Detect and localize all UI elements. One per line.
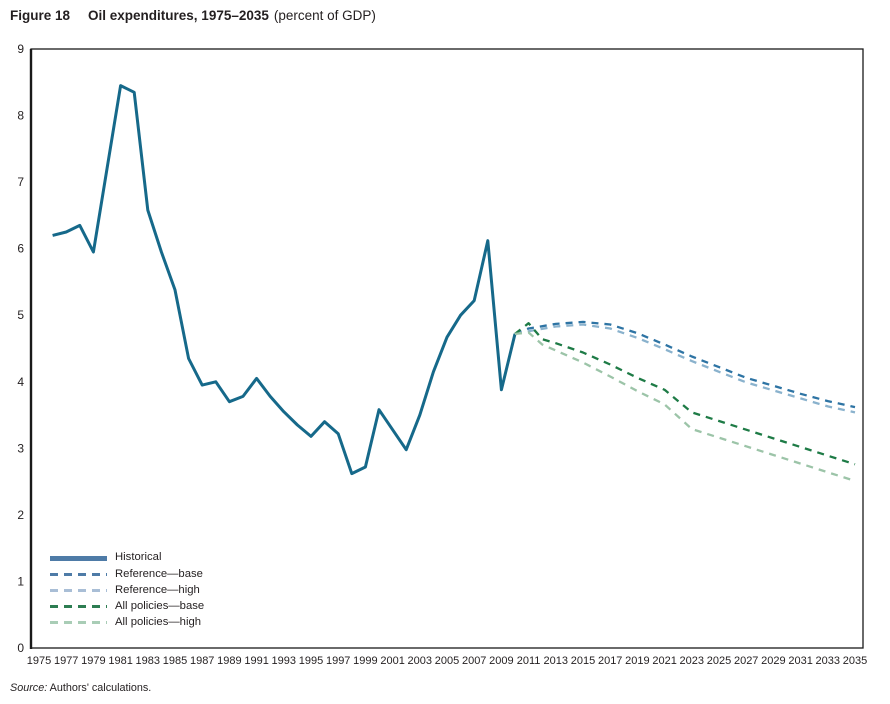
legend-label: Reference—base bbox=[115, 567, 203, 580]
x-axis-labels: 1975 1977 1979 1981 1983 1985 1987 1989 1991 1993… bbox=[27, 655, 867, 667]
x-tick-label: 2025 bbox=[707, 655, 731, 667]
legend-item-historical: Historical bbox=[50, 550, 204, 566]
x-tick-label: 1991 bbox=[244, 655, 268, 667]
series-historical-line bbox=[52, 84, 517, 476]
y-tick-label: 7 bbox=[17, 175, 24, 189]
x-tick-label: 2035 bbox=[843, 655, 867, 667]
figure-subtitle: (percent of GDP) bbox=[273, 8, 376, 23]
x-tick-label: 2009 bbox=[489, 655, 513, 667]
x-tick-label: 2001 bbox=[380, 655, 404, 667]
x-tick-label: 1981 bbox=[108, 655, 132, 667]
x-tick-label: 1997 bbox=[326, 655, 350, 667]
legend-label: All policies—high bbox=[115, 616, 202, 629]
x-tick-label: 2013 bbox=[544, 655, 568, 667]
legend-item-all-policies-base: All policies—base bbox=[50, 599, 204, 615]
legend-item-all-policies-high: All policies—high bbox=[50, 615, 204, 631]
source-prefix: Source: bbox=[10, 682, 48, 694]
x-tick-label: 2003 bbox=[408, 655, 432, 667]
source-text: Authors' calculations. bbox=[47, 682, 152, 694]
y-axis-labels: 0 1 2 3 4 5 6 7 8 9 bbox=[17, 42, 24, 655]
x-tick-label: 1985 bbox=[163, 655, 187, 667]
figure-number: Figure 18 bbox=[10, 8, 71, 23]
x-tick-label: 2027 bbox=[734, 655, 758, 667]
x-tick-label: 2023 bbox=[680, 655, 704, 667]
figure-title: Figure 18 Oil expenditures, 1975–2035 (per… bbox=[10, 8, 376, 23]
y-tick-label: 0 bbox=[17, 641, 24, 655]
legend-label: All policies—base bbox=[115, 600, 205, 612]
x-tick-label: 2011 bbox=[517, 655, 541, 667]
y-tick-label: 4 bbox=[17, 375, 24, 389]
x-tick-label: 2019 bbox=[625, 655, 649, 667]
legend-swatch-all-policies-high bbox=[50, 621, 107, 625]
x-tick-label: 2031 bbox=[788, 655, 812, 667]
x-tick-label: 1983 bbox=[136, 655, 160, 667]
x-tick-label: 1975 bbox=[27, 655, 51, 667]
x-tick-label: 2007 bbox=[462, 655, 486, 667]
y-tick-label: 8 bbox=[17, 109, 24, 123]
x-tick-label: 1989 bbox=[217, 655, 241, 667]
legend-swatch-historical bbox=[50, 555, 107, 561]
x-tick-label: 1977 bbox=[54, 655, 78, 667]
figure-title-text: Oil expenditures, 1975–2035 bbox=[88, 8, 269, 23]
x-tick-label: 2021 bbox=[652, 655, 676, 667]
x-tick-label: 2033 bbox=[816, 655, 840, 667]
x-tick-label: 2029 bbox=[761, 655, 785, 667]
legend-label: Reference—high bbox=[115, 583, 200, 596]
source-note: Source: Authors' calculations. bbox=[10, 682, 151, 694]
legend-label: Historical bbox=[115, 551, 162, 564]
x-tick-label: 1999 bbox=[353, 655, 377, 667]
x-tick-label: 1987 bbox=[190, 655, 214, 667]
x-tick-label: 2015 bbox=[571, 655, 595, 667]
y-tick-label: 9 bbox=[17, 42, 24, 56]
x-tick-label: 1995 bbox=[299, 655, 323, 667]
legend-swatch-all-policies-base bbox=[50, 605, 107, 609]
y-tick-label: 2 bbox=[17, 508, 24, 522]
legend-swatch-reference-high bbox=[50, 588, 107, 592]
series-reference-high-line bbox=[514, 323, 856, 414]
y-tick-label: 6 bbox=[17, 242, 24, 256]
legend-swatch-reference-base bbox=[50, 572, 107, 576]
y-tick-label: 5 bbox=[17, 308, 24, 322]
series-all-policies-base-line bbox=[514, 322, 856, 466]
legend-item-reference-base: Reference—base bbox=[50, 566, 204, 582]
series-reference-base-line bbox=[514, 320, 856, 409]
x-tick-label: 1993 bbox=[272, 655, 296, 667]
legend-item-reference-high: Reference—high bbox=[50, 582, 204, 598]
x-tick-label: 2017 bbox=[598, 655, 622, 667]
y-tick-label: 3 bbox=[17, 441, 24, 455]
y-tick-label: 1 bbox=[17, 574, 24, 588]
x-tick-label: 1979 bbox=[81, 655, 105, 667]
chart-legend: Historical Reference—base Reference—high… bbox=[50, 550, 204, 631]
x-tick-label: 2005 bbox=[435, 655, 459, 667]
